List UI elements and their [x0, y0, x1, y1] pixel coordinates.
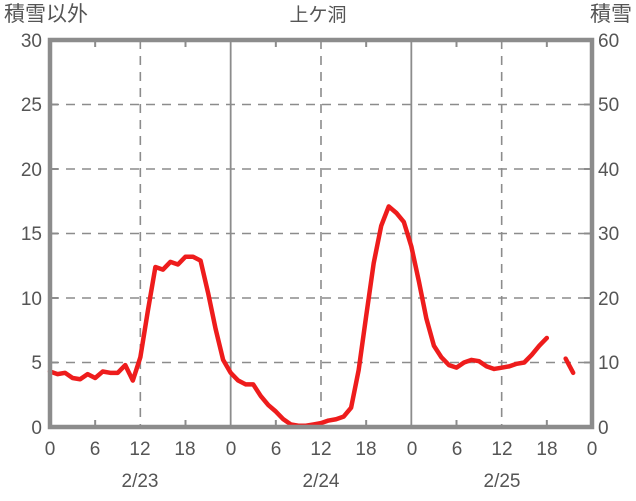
ytick-left-30: 30 [20, 31, 42, 52]
ytick-left-10: 10 [20, 289, 42, 310]
xtick-3: 18 [174, 439, 196, 460]
right-axis-title: 積雪 [590, 3, 632, 26]
chart-title: 上ケ洞 [289, 5, 347, 26]
ytick-left-20: 20 [20, 160, 42, 181]
xtick-0: 0 [44, 439, 56, 460]
ytick-right-10: 10 [598, 353, 620, 374]
ytick-right-0: 0 [598, 418, 609, 439]
day-label-0: 2/23 [121, 471, 159, 492]
ytick-left-15: 15 [20, 224, 42, 245]
ytick-right-60: 60 [598, 31, 620, 52]
xtick-9: 6 [451, 439, 463, 460]
day-boundary-lines [229, 40, 413, 427]
xtick-4: 0 [225, 439, 237, 460]
xtick-6: 12 [310, 439, 332, 460]
xtick-1: 6 [89, 439, 101, 460]
ytick-left-5: 5 [31, 353, 42, 374]
xtick-8: 0 [406, 439, 418, 460]
day-label-2: 2/25 [483, 471, 521, 492]
ytick-right-30: 30 [598, 224, 620, 245]
xtick-7: 18 [355, 439, 377, 460]
ytick-right-20: 20 [598, 289, 620, 310]
ytick-left-25: 25 [20, 95, 42, 116]
xtick-2: 12 [129, 439, 151, 460]
left-axis-title: 積雪以外 [4, 3, 88, 26]
xtick-11: 18 [536, 439, 558, 460]
xtick-12: 0 [586, 439, 598, 460]
ytick-left-0: 0 [31, 418, 42, 439]
ytick-right-40: 40 [598, 160, 620, 181]
xtick-10: 12 [491, 439, 513, 460]
plot-frame [47, 37, 595, 430]
xtick-5: 6 [270, 439, 282, 460]
ytick-right-50: 50 [598, 95, 620, 116]
day-label-1: 2/24 [302, 471, 340, 492]
